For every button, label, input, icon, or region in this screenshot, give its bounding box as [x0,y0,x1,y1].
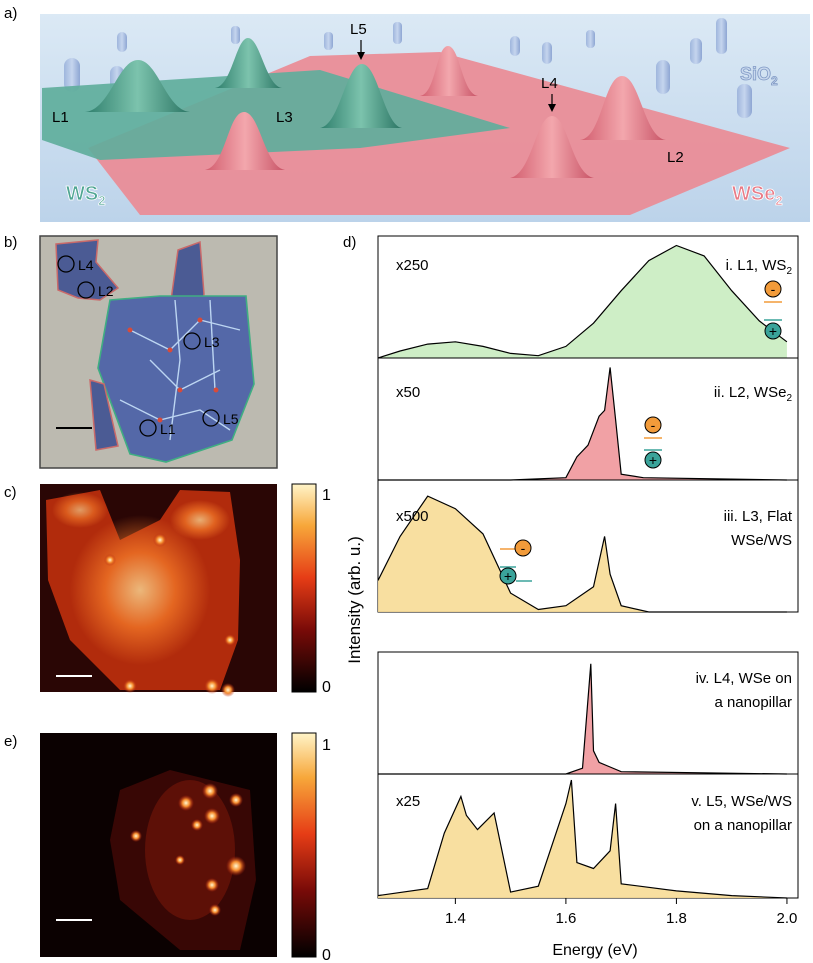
svg-text:-: - [521,540,526,556]
peak-red-3 [580,76,666,140]
xtick-label-2: 1.8 [666,910,687,927]
panel-a-illustration [40,14,810,222]
label-l1: L1 [52,109,69,126]
spectra-panels: 1.4 1.6 1.8 2.0 [377,235,799,927]
spectrum-line-5 [377,779,787,899]
colorbar-c-top: 1 [322,487,331,504]
spectrum-fill-3 [378,496,787,612]
mult-i: x250 [396,257,429,274]
electron-icon-ii: - [644,416,662,434]
label-l5: L5 [350,21,367,38]
label-l4: L4 [541,75,558,92]
peak-l1 [85,60,190,112]
peak-l3 [215,38,282,88]
title-v: v. L5, WSe/WS [691,793,792,810]
mult-iii: x500 [396,508,429,525]
electron-icon-i: - [764,280,782,298]
ylabel: Intensity (arb. u.) [345,536,364,664]
hole-icon-ii: + [644,451,662,469]
title-i: i. L1, WS2 [726,257,793,277]
colorbar-c-bottom: 0 [322,679,331,696]
title-iv-2: a nanopillar [714,694,792,711]
label-sio2: SiO2 [740,64,778,88]
spectrum-line-1 [377,244,788,359]
hole-icon-i: + [764,322,782,340]
colorbar-e-top: 1 [322,737,331,754]
panel-b-micrograph [39,235,278,469]
svg-text:+: + [769,323,777,339]
panel-e-pl-map [40,733,277,957]
spectrum-line-4 [378,663,787,775]
title-iv: iv. L4, WSe on [696,670,792,687]
panel-e-label: e) [4,733,17,750]
peak-l4 [510,116,594,178]
svg-text:+: + [649,452,657,468]
loc-l2: L2 [98,283,114,299]
peak-red-2 [420,46,478,96]
label-l3: L3 [276,109,293,126]
title-ii: ii. L2, WSe2 [714,384,793,404]
spectrum-line-2 [378,367,787,481]
colorbar-e-bottom: 0 [322,947,331,963]
peak-l5 [320,64,402,128]
carrier-icons: - + - + - + [499,280,782,585]
xtick-label-0: 1.4 [445,910,466,927]
spectrum-fill-5 [378,780,787,898]
title-iii: iii. L3, Flat [724,508,793,525]
peak-red-1 [205,112,285,170]
label-ws2: WS2 [66,183,105,208]
panel-c-label: c) [4,484,17,501]
mult-ii: x50 [396,384,420,401]
loc-l3: L3 [204,334,220,350]
spectrum-line-3 [377,495,787,613]
label-l2: L2 [667,149,684,166]
panel-b-label: b) [4,234,17,251]
spectrum-fill-2 [378,367,787,480]
mult-v: x25 [396,793,420,810]
svg-text:-: - [771,281,776,297]
loc-l4: L4 [78,257,94,273]
xtick-label-1: 1.6 [555,910,576,927]
title-iii-2: WSe/WS [731,532,792,549]
xtick-label-3: 2.0 [777,910,798,927]
title-v-2: on a nanopillar [694,817,792,834]
spectrum-fill-1 [378,245,787,358]
panel-a-label: a) [4,5,17,22]
panel-c-pl-map [40,484,277,697]
hole-icon-iii: + [499,567,517,585]
svg-text:-: - [651,417,656,433]
xlabel: Energy (eV) [552,942,637,959]
panel-d-label: d) [343,234,356,251]
loc-l5: L5 [223,411,239,427]
svg-text:+: + [504,568,512,584]
loc-l1: L1 [160,421,176,437]
label-wse2: WSe2 [732,183,783,208]
electron-icon-iii: - [514,539,532,557]
colorbar-e [291,732,317,958]
colorbar-c [291,483,317,693]
